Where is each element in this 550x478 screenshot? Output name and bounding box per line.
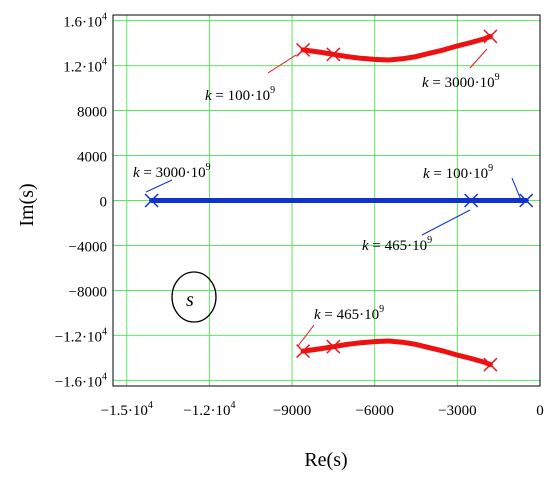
- y-tick-label: −8000: [69, 284, 107, 300]
- annotation-k: k: [314, 307, 321, 323]
- x-tick-mantissa: −1.2·10: [183, 403, 230, 419]
- annotation-value: = 3000·10: [140, 165, 206, 181]
- y-axis-title: Im(s): [16, 183, 38, 226]
- k-annotation: k = 100·109: [423, 163, 522, 201]
- k-annotation: k = 465·109: [362, 209, 471, 254]
- y-tick-label: 1.2·104: [63, 57, 107, 76]
- x-tick-mantissa: 0: [536, 403, 544, 419]
- series-line-0: [300, 33, 493, 63]
- x-marker: [483, 357, 498, 372]
- annotation-exponent: 9: [270, 85, 275, 96]
- annotation-value: = 465·10: [321, 307, 379, 323]
- k-annotation: k = 465·109: [297, 304, 384, 347]
- x-axis-title: Re(s): [304, 449, 347, 471]
- x-tick-label: −3000: [438, 403, 476, 419]
- annotation-k: k: [362, 238, 369, 254]
- annotation-leader: [469, 48, 488, 69]
- annotation-k: k: [205, 88, 212, 104]
- y-tick-exponent: 4: [102, 371, 107, 382]
- annotation-exponent: 9: [206, 162, 211, 173]
- y-tick-mantissa: −8000: [69, 284, 107, 300]
- annotation-text: k = 100·109: [205, 85, 275, 104]
- x-tick-label: −1.2·104: [183, 400, 235, 419]
- annotation-exponent: 9: [427, 235, 432, 246]
- x-tick-label: 0: [536, 403, 544, 419]
- x-tick-exponent: 4: [148, 400, 153, 411]
- x-tick-label: −9000: [273, 403, 311, 419]
- y-tick-label: −4000: [69, 239, 107, 255]
- y-tick-exponent: 4: [102, 12, 107, 23]
- x-tick-label: −6000: [355, 403, 393, 419]
- s-plane-symbol: s: [171, 271, 217, 323]
- y-tick-mantissa: −4000: [69, 239, 107, 255]
- annotation-leader: [421, 209, 471, 236]
- annotation-leader: [511, 177, 522, 201]
- annotation-text: k = 3000·109: [133, 162, 211, 181]
- annotation-k: k: [422, 75, 429, 91]
- y-tick-label: −1.6·104: [55, 371, 107, 390]
- x-tick-exponent: 4: [231, 400, 236, 411]
- y-tick-mantissa: 1.2·10: [63, 60, 102, 76]
- y-tick-label: 4000: [77, 150, 107, 166]
- markers-layer: [144, 29, 534, 372]
- annotation-leader: [297, 324, 315, 347]
- y-tick-exponent: 4: [102, 57, 107, 68]
- k-annotation: k = 100·109: [205, 54, 297, 104]
- y-tick-label: 0: [100, 195, 108, 211]
- annotation-value: = 465·10: [369, 238, 427, 254]
- plot-frame: [112, 14, 541, 387]
- annotation-leader: [145, 179, 173, 193]
- s-plane-label: s: [186, 289, 194, 311]
- x-tick-mantissa: −9000: [273, 403, 311, 419]
- annotation-k: k: [133, 165, 140, 181]
- x-marker: [326, 339, 341, 354]
- x-marker: [326, 47, 341, 62]
- x-marker: [464, 193, 479, 208]
- y-tick-mantissa: −1.2·10: [55, 329, 102, 345]
- y-tick-mantissa: 8000: [77, 105, 107, 121]
- y-tick-label: −1.2·104: [55, 326, 107, 345]
- x-marker: [519, 193, 534, 208]
- x-marker: [144, 193, 159, 208]
- x-tick-mantissa: −1.5·10: [101, 403, 148, 419]
- x-tick-mantissa: −6000: [355, 403, 393, 419]
- annotation-value: = 100·10: [430, 166, 488, 182]
- annotation-leader: [267, 54, 297, 74]
- annotation-value: = 100·10: [212, 88, 270, 104]
- annotation-exponent: 9: [495, 72, 500, 83]
- k-annotation: k = 3000·109: [422, 48, 500, 91]
- series-line-1: [300, 338, 493, 368]
- annotation-exponent: 9: [379, 304, 384, 315]
- annotation-text: k = 3000·109: [422, 72, 500, 91]
- x-marker: [296, 42, 311, 57]
- y-tick-label: 1.6·104: [63, 12, 107, 31]
- annotation-text: k = 465·109: [362, 235, 432, 254]
- y-tick-label: 8000: [77, 105, 107, 121]
- annotation-text: k = 100·109: [423, 163, 493, 182]
- y-tick-mantissa: 0: [100, 195, 108, 211]
- y-tick-mantissa: −1.6·10: [55, 374, 102, 390]
- x-marker: [296, 344, 311, 359]
- y-tick-exponent: 4: [102, 326, 107, 337]
- tick-labels: −1.5·104 −1.2·104 −9000 −6000 −3000 01.6·1041…: [55, 12, 544, 419]
- annotation-value: = 3000·10: [429, 75, 495, 91]
- annotation-exponent: 9: [488, 163, 493, 174]
- y-tick-mantissa: 4000: [77, 150, 107, 166]
- x-tick-label: −1.5·104: [101, 400, 153, 419]
- x-tick-mantissa: −3000: [438, 403, 476, 419]
- annotation-k: k: [423, 166, 430, 182]
- series-layer: [149, 33, 529, 368]
- x-marker: [483, 29, 498, 44]
- y-tick-mantissa: 1.6·10: [63, 15, 102, 31]
- s-plane-ellipse: [171, 271, 217, 323]
- k-annotation: k = 3000·109: [133, 162, 211, 193]
- annotation-text: k = 465·109: [314, 304, 384, 323]
